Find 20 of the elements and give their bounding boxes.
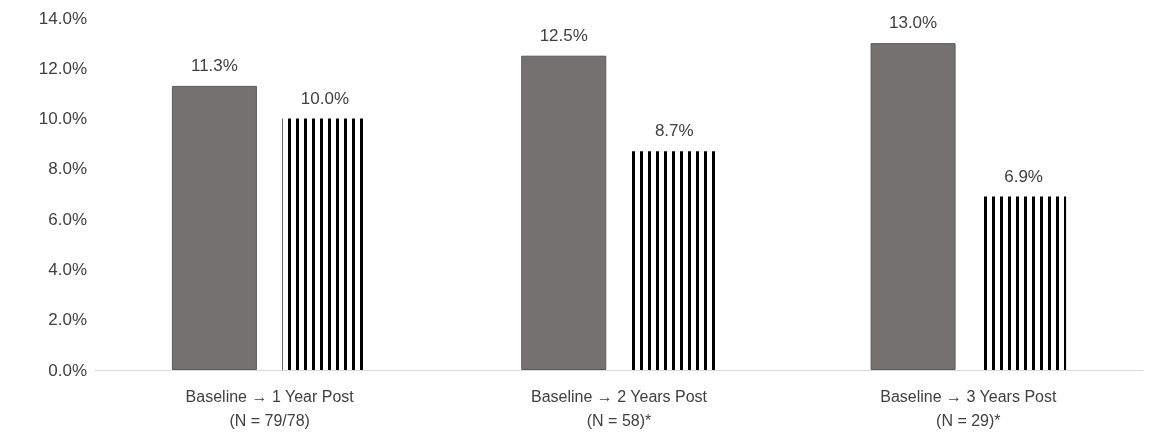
data-label: 8.7% <box>654 121 694 141</box>
y-tick-label: 6.0% <box>48 209 87 229</box>
data-label: 13.0% <box>888 13 938 33</box>
data-label: 10.0% <box>300 88 350 108</box>
y-tick-label: 12.0% <box>38 58 87 78</box>
x-tick-label: Baseline → 2 Years Post (N = 58)* <box>530 387 708 429</box>
data-label: 12.5% <box>539 25 588 45</box>
x-tick-label: Baseline → 1 Year Post (N = 79/78) <box>185 387 355 429</box>
x-tick-label: Baseline → 3 Years Post (N = 29)* <box>880 387 1057 429</box>
bar <box>870 43 956 370</box>
bar <box>521 55 607 370</box>
y-tick-label: 14.0% <box>38 8 87 28</box>
data-label: 6.9% <box>1004 166 1043 186</box>
y-tick-label: 8.0% <box>48 159 87 179</box>
data-label: 11.3% <box>190 55 238 75</box>
y-tick-label: 4.0% <box>48 259 87 279</box>
y-tick-label: 2.0% <box>48 310 87 330</box>
y-tick-label: 0.0% <box>48 360 87 380</box>
y-tick-label: 10.0% <box>38 109 87 129</box>
bar <box>171 85 257 370</box>
